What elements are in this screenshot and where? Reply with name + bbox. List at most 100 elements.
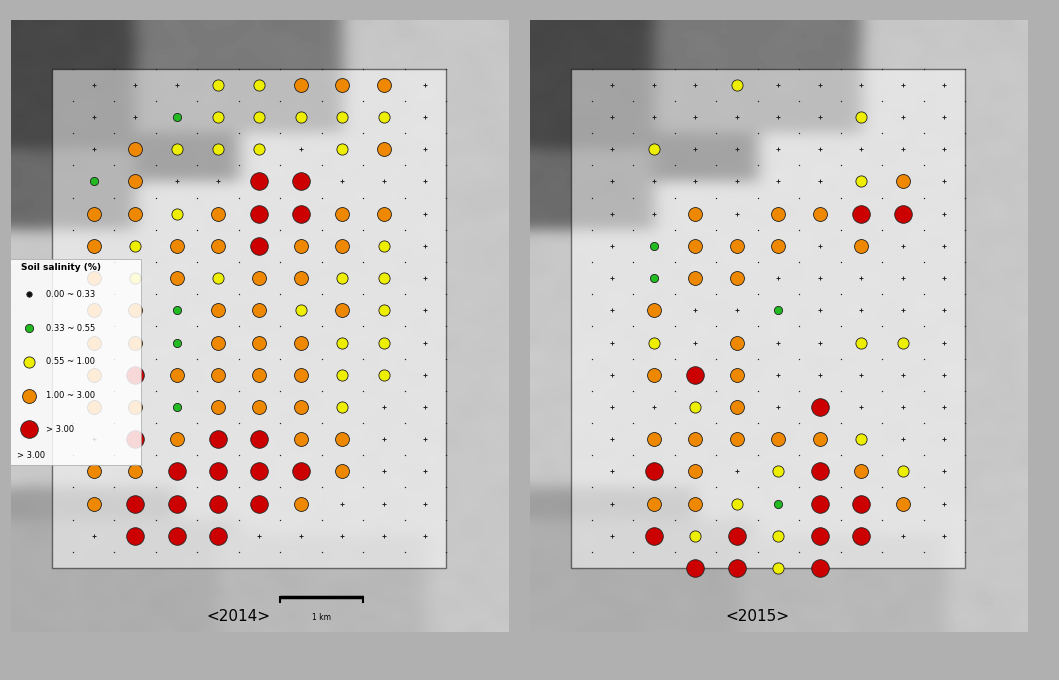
Point [334, 143, 351, 154]
Point [127, 241, 144, 252]
Point [646, 498, 663, 509]
Point [127, 143, 144, 154]
Point [334, 305, 351, 316]
Point [334, 369, 351, 380]
Point [334, 466, 351, 477]
Point [646, 143, 663, 154]
Point [85, 401, 102, 412]
Point [168, 112, 185, 122]
Point [168, 466, 185, 477]
Point [292, 498, 309, 509]
Point [251, 112, 268, 122]
Point [127, 369, 144, 380]
Point [127, 305, 144, 316]
Point [646, 369, 663, 380]
Point [251, 143, 268, 154]
Point [687, 401, 704, 412]
Point [729, 241, 746, 252]
Point [127, 530, 144, 541]
Point [375, 369, 392, 380]
Point [811, 530, 828, 541]
Point [168, 273, 185, 284]
Point [168, 498, 185, 509]
Point [251, 434, 268, 445]
Point [375, 273, 392, 284]
Point [168, 337, 185, 348]
Point [811, 208, 828, 219]
Text: 0.33 ~ 0.55: 0.33 ~ 0.55 [46, 324, 95, 333]
Point [127, 273, 144, 284]
Point [811, 498, 828, 509]
Point [210, 273, 227, 284]
Point [687, 530, 704, 541]
Point [292, 241, 309, 252]
Point [852, 498, 869, 509]
Point [210, 434, 227, 445]
Point [687, 562, 704, 573]
Point [210, 401, 227, 412]
Point [811, 466, 828, 477]
Point [85, 466, 102, 477]
Point [251, 176, 268, 187]
Point [852, 530, 869, 541]
Point [292, 273, 309, 284]
Point [85, 241, 102, 252]
Point [852, 112, 869, 122]
Point [292, 305, 309, 316]
Point [21, 356, 38, 367]
Point [251, 498, 268, 509]
Text: 0.55 ~ 1.00: 0.55 ~ 1.00 [46, 357, 95, 367]
Point [729, 562, 746, 573]
Point [852, 434, 869, 445]
Point [729, 530, 746, 541]
Point [210, 498, 227, 509]
Point [729, 401, 746, 412]
Point [687, 241, 704, 252]
Point [251, 241, 268, 252]
Point [646, 241, 663, 252]
Point [687, 273, 704, 284]
Point [852, 176, 869, 187]
Point [687, 369, 704, 380]
Point [687, 466, 704, 477]
Point [292, 208, 309, 219]
Text: 0.00 ~ 0.33: 0.00 ~ 0.33 [46, 290, 95, 299]
Point [852, 208, 869, 219]
Point [770, 305, 787, 316]
Point [770, 530, 787, 541]
Point [168, 369, 185, 380]
Point [168, 434, 185, 445]
Point [251, 369, 268, 380]
Point [21, 289, 38, 300]
Point [168, 401, 185, 412]
Point [85, 305, 102, 316]
Point [168, 305, 185, 316]
Point [811, 401, 828, 412]
Point [334, 241, 351, 252]
Point [687, 208, 704, 219]
Point [210, 305, 227, 316]
Point [811, 434, 828, 445]
Point [85, 273, 102, 284]
Point [21, 322, 38, 333]
Point [292, 466, 309, 477]
Point [894, 498, 911, 509]
Point [251, 208, 268, 219]
Point [210, 337, 227, 348]
Point [168, 241, 185, 252]
Point [375, 241, 392, 252]
Point [770, 466, 787, 477]
Text: 1.00 ~ 3.00: 1.00 ~ 3.00 [46, 391, 95, 400]
Text: 1 km: 1 km [312, 613, 331, 622]
Point [687, 434, 704, 445]
Point [168, 530, 185, 541]
Point [852, 466, 869, 477]
Point [127, 466, 144, 477]
Point [127, 434, 144, 445]
Point [210, 143, 227, 154]
Point [729, 337, 746, 348]
Point [770, 208, 787, 219]
Point [646, 337, 663, 348]
Point [729, 498, 746, 509]
FancyBboxPatch shape [571, 69, 965, 568]
